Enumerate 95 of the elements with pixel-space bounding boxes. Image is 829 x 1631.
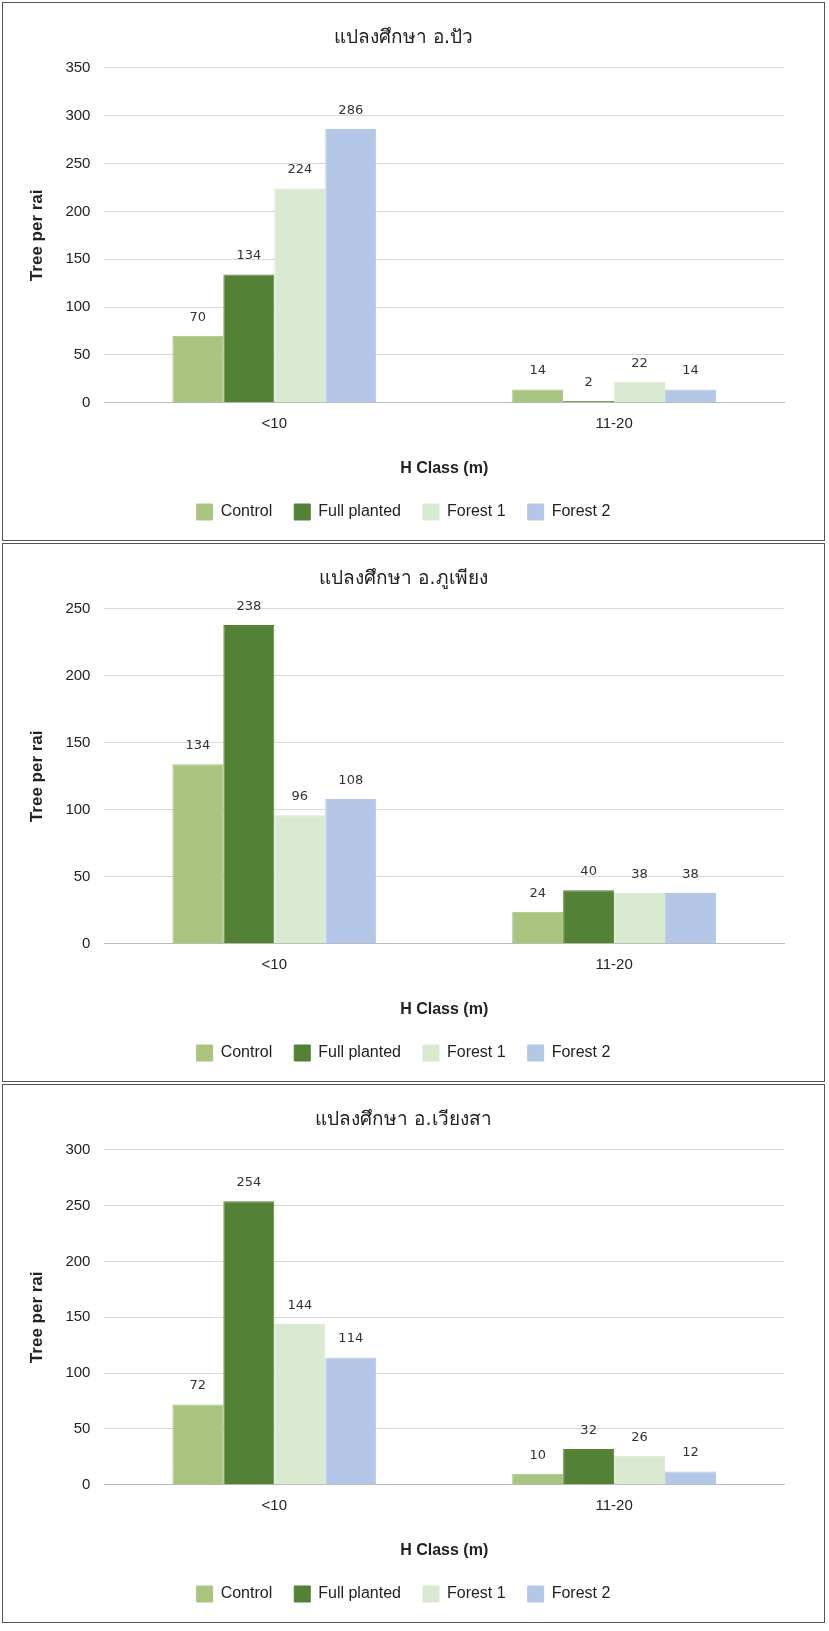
- data-label: 72: [189, 1377, 207, 1393]
- data-label: 32: [580, 1421, 597, 1437]
- legend-label: Full planted: [318, 1043, 401, 1061]
- data-label: 24: [529, 884, 546, 900]
- chart-title: แปลงศึกษา อ.ภูเพียง: [319, 566, 488, 590]
- data-label: 26: [631, 1428, 648, 1444]
- data-label: 134: [185, 737, 211, 753]
- y-tick-label: 100: [65, 799, 91, 817]
- y-tick-label: 0: [82, 392, 91, 410]
- legend-label: Forest 2: [551, 502, 611, 520]
- y-tick-label: 200: [65, 201, 91, 219]
- y-tick-label: 0: [82, 1474, 91, 1492]
- data-label: 114: [338, 1330, 364, 1346]
- y-axis-title: Tree per rai: [26, 730, 46, 823]
- x-axis-title: H Class (m): [400, 458, 489, 476]
- x-tick-label: 11-20: [595, 1495, 633, 1513]
- data-label: 38: [682, 865, 699, 881]
- bar: [665, 1471, 717, 1485]
- x-tick-label: <10: [261, 413, 288, 431]
- data-label: 14: [529, 362, 546, 378]
- bar: [614, 1455, 666, 1485]
- bar: [665, 892, 717, 944]
- bar: [665, 389, 717, 403]
- bar: [172, 764, 224, 944]
- x-tick-label: 11-20: [595, 954, 633, 972]
- y-tick-label: 300: [65, 1139, 91, 1157]
- x-tick-label: <10: [261, 1495, 288, 1513]
- y-tick-label: 150: [65, 1307, 91, 1325]
- y-tick-label: 200: [65, 1251, 91, 1269]
- y-tick-label: 250: [65, 153, 91, 171]
- y-tick-label: 100: [65, 297, 91, 315]
- x-axis-title: H Class (m): [400, 999, 489, 1017]
- legend-label: Control: [220, 1584, 273, 1602]
- data-label: 10: [529, 1446, 546, 1462]
- y-tick-label: 0: [82, 933, 91, 951]
- legend-label: Forest 1: [446, 502, 506, 520]
- y-axis-title: Tree per rai: [26, 1271, 46, 1364]
- bar: [512, 389, 564, 403]
- bar: [223, 1201, 275, 1485]
- data-label: 224: [287, 161, 313, 177]
- bar: [614, 381, 666, 403]
- data-label: 14: [682, 362, 699, 378]
- bar: [325, 1357, 377, 1485]
- data-label: 108: [338, 771, 364, 787]
- legend-label: Forest 2: [551, 1043, 611, 1061]
- y-tick-label: 150: [65, 732, 91, 750]
- y-tick-label: 50: [73, 866, 91, 884]
- data-label: 134: [236, 247, 262, 263]
- data-label: 38: [631, 865, 648, 881]
- y-tick-label: 250: [65, 1195, 91, 1213]
- legend-label: Forest 1: [446, 1584, 506, 1602]
- data-label: 96: [291, 788, 309, 804]
- y-tick-label: 50: [73, 345, 91, 363]
- bar: [325, 799, 377, 944]
- bar: [563, 890, 615, 944]
- data-label: 22: [631, 354, 648, 370]
- data-label: 40: [580, 863, 597, 879]
- bar: [325, 129, 377, 403]
- bar: [512, 1473, 564, 1485]
- data-label: 238: [236, 597, 262, 613]
- bar: [614, 892, 666, 944]
- y-tick-label: 100: [65, 1363, 91, 1381]
- bar: [274, 188, 326, 403]
- data-label: 286: [338, 101, 364, 117]
- data-label: 12: [682, 1444, 699, 1460]
- bar: [512, 911, 564, 944]
- chart-title: แปลงศึกษา อ.ปัว: [333, 25, 474, 48]
- y-tick-label: 250: [65, 598, 91, 616]
- data-label: 254: [236, 1174, 262, 1190]
- bar: [563, 1449, 615, 1485]
- chart-title: แปลงศึกษา อ.เวียงสา: [315, 1107, 492, 1130]
- bar: [172, 1404, 224, 1485]
- bar: [223, 624, 275, 944]
- y-tick-label: 50: [73, 1419, 91, 1437]
- x-axis-title: H Class (m): [400, 1540, 489, 1558]
- y-tick-label: 350: [65, 57, 91, 75]
- y-tick-label: 300: [65, 105, 91, 123]
- bar: [274, 815, 326, 944]
- bar: [274, 1324, 326, 1485]
- x-tick-label: 11-20: [595, 413, 633, 431]
- legend-label: Control: [220, 502, 273, 520]
- legend-label: Full planted: [318, 1584, 401, 1602]
- legend-label: Control: [220, 1043, 273, 1061]
- bar: [172, 335, 224, 403]
- legend-label: Forest 2: [551, 1584, 611, 1602]
- legend-label: Full planted: [318, 502, 401, 520]
- bar: [223, 274, 275, 403]
- data-label: 70: [189, 308, 207, 324]
- legend-label: Forest 1: [446, 1043, 506, 1061]
- y-axis-title: Tree per rai: [26, 189, 46, 282]
- data-label: 2: [584, 373, 593, 389]
- x-tick-label: <10: [261, 954, 288, 972]
- y-tick-label: 200: [65, 665, 91, 683]
- y-tick-label: 150: [65, 249, 91, 267]
- data-label: 144: [287, 1296, 313, 1312]
